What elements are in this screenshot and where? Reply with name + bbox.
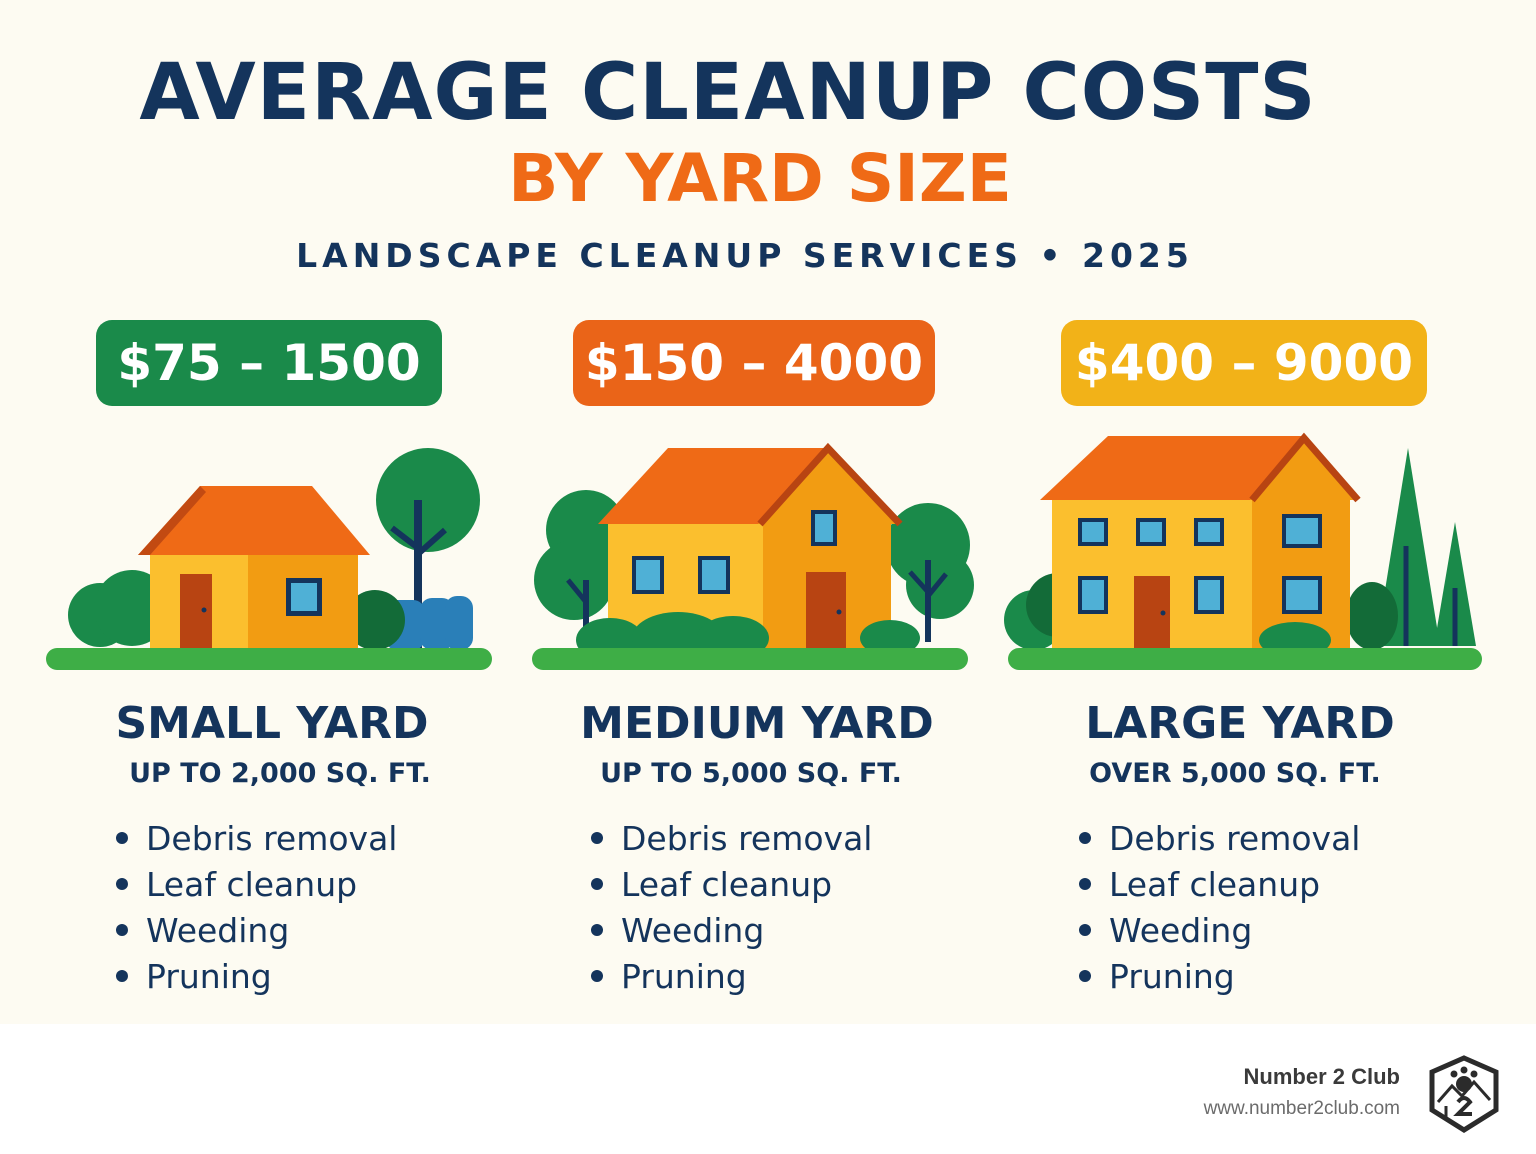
list-item: Leaf cleanup (1075, 862, 1360, 908)
tagline: LANDSCAPE CLEANUP SERVICES • 2025 (296, 236, 1194, 275)
list-item: Debris removal (587, 816, 872, 862)
price-badge-small: $75 – 1500 (96, 320, 442, 406)
page-title: AVERAGE CLEANUP COSTS (139, 48, 1317, 138)
brand-name: Number 2 Club (1243, 1064, 1400, 1089)
list-item: Weeding (1075, 908, 1360, 954)
brand-url: www.number2club.com (1203, 1098, 1400, 1119)
yard-size-large: OVER 5,000 SQ. FT. (1089, 758, 1381, 789)
list-item: Debris removal (1075, 816, 1360, 862)
yard-size-small: UP TO 2,000 SQ. FT. (129, 758, 431, 789)
services-list-medium: Debris removal Leaf cleanup Weeding Prun… (587, 816, 872, 1000)
services-list-large: Debris removal Leaf cleanup Weeding Prun… (1075, 816, 1360, 1000)
large-house-icon (1004, 432, 1482, 670)
price-badge-large: $400 – 9000 (1061, 320, 1427, 406)
page-subtitle: BY YARD SIZE (508, 140, 1012, 217)
number-2-club-logo-icon (1429, 1055, 1499, 1133)
price-badge-medium: $150 – 4000 (573, 320, 935, 406)
list-item: Pruning (587, 954, 872, 1000)
list-item: Leaf cleanup (587, 862, 872, 908)
list-item: Leaf cleanup (112, 862, 397, 908)
yard-title-medium: MEDIUM YARD (580, 698, 934, 749)
list-item: Pruning (112, 954, 397, 1000)
medium-house-icon (532, 442, 974, 670)
yard-title-small: SMALL YARD (115, 698, 429, 749)
infographic: AVERAGE CLEANUP COSTS BY YARD SIZE LANDS… (0, 0, 1536, 1024)
yard-size-medium: UP TO 5,000 SQ. FT. (600, 758, 902, 789)
services-list-small: Debris removal Leaf cleanup Weeding Prun… (112, 816, 397, 1000)
list-item: Pruning (1075, 954, 1360, 1000)
yard-title-large: LARGE YARD (1085, 698, 1395, 749)
list-item: Debris removal (112, 816, 397, 862)
list-item: Weeding (112, 908, 397, 954)
list-item: Weeding (587, 908, 872, 954)
small-house-icon (46, 448, 492, 670)
